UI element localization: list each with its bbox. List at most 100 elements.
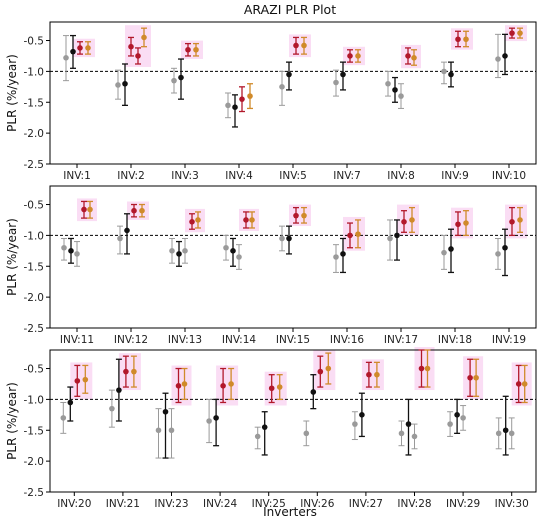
data-point bbox=[301, 42, 307, 49]
data-point bbox=[175, 383, 182, 389]
axes-frame bbox=[49, 349, 537, 493]
data-point bbox=[181, 381, 188, 387]
highlight-band bbox=[343, 46, 365, 66]
data-point bbox=[303, 430, 310, 437]
y-tick-label: -2.0 bbox=[24, 292, 45, 304]
data-point bbox=[182, 248, 188, 254]
data-point bbox=[392, 87, 398, 93]
data-point bbox=[387, 235, 393, 242]
data-point bbox=[394, 232, 400, 239]
data-point bbox=[268, 385, 275, 392]
y-axis-title: PLR (%/year) bbox=[5, 382, 19, 460]
data-point bbox=[68, 248, 74, 254]
data-point bbox=[424, 365, 431, 372]
x-tick-label: INV:17 bbox=[384, 334, 418, 346]
data-point bbox=[333, 254, 339, 260]
data-point bbox=[355, 231, 361, 237]
y-tick-label: -1.5 bbox=[24, 261, 45, 273]
data-point bbox=[82, 376, 89, 383]
data-point bbox=[213, 415, 219, 421]
highlight-band bbox=[463, 356, 484, 400]
data-point bbox=[508, 430, 515, 437]
data-point bbox=[124, 227, 130, 234]
data-point bbox=[60, 415, 67, 421]
data-point bbox=[441, 249, 447, 256]
data-point bbox=[293, 212, 299, 219]
data-point bbox=[117, 235, 123, 242]
data-point bbox=[463, 36, 469, 43]
highlight-band bbox=[343, 216, 365, 251]
data-point bbox=[515, 381, 522, 387]
data-point bbox=[405, 53, 411, 59]
x-tick-label: INV:28 bbox=[397, 498, 431, 510]
y-tick-label: -1.5 bbox=[24, 97, 45, 109]
data-point bbox=[162, 408, 169, 415]
data-point bbox=[189, 219, 195, 225]
data-point bbox=[178, 74, 184, 81]
data-point bbox=[115, 82, 121, 88]
data-point bbox=[139, 207, 145, 214]
highlight-band bbox=[511, 362, 532, 406]
x-tick-label: INV:27 bbox=[349, 498, 383, 510]
highlight-band bbox=[239, 208, 259, 231]
data-point bbox=[441, 68, 447, 75]
data-point bbox=[460, 415, 466, 421]
data-point bbox=[220, 383, 226, 389]
panel-1: -2.5 -2.0 -1.5 -1.0 -0.5 PLR (%/year) INV:1 INV… bbox=[5, 21, 537, 182]
data-point bbox=[374, 371, 380, 378]
data-point bbox=[495, 56, 501, 62]
data-point bbox=[447, 421, 453, 427]
y-tick-label: -2.5 bbox=[24, 323, 45, 335]
data-point bbox=[261, 424, 268, 430]
highlight-band bbox=[505, 204, 527, 239]
y-tick-label: -0.5 bbox=[24, 364, 45, 376]
x-tick-label: INV:14 bbox=[222, 334, 256, 346]
highlight-band bbox=[70, 362, 93, 400]
data-point bbox=[116, 387, 122, 393]
data-point bbox=[155, 427, 162, 434]
data-point bbox=[448, 71, 454, 78]
x-tick-label: INV:30 bbox=[495, 498, 529, 510]
x-tick-label: INV:7 bbox=[333, 170, 361, 182]
data-point bbox=[74, 378, 81, 384]
data-point bbox=[123, 368, 129, 375]
y-tick-label: -1.0 bbox=[24, 394, 45, 406]
data-point bbox=[317, 368, 324, 375]
data-point bbox=[74, 251, 80, 257]
x-tick-label: INV:4 bbox=[225, 170, 253, 182]
data-point bbox=[87, 206, 93, 213]
data-point bbox=[418, 365, 425, 372]
panel-3: -2.5 -2.0 -1.5 -1.0 -0.5 PLR (%/year) INV:20 IN… bbox=[5, 347, 537, 510]
highlight-band bbox=[397, 204, 419, 236]
data-point bbox=[193, 46, 199, 53]
data-point bbox=[279, 235, 285, 242]
data-point bbox=[325, 365, 332, 372]
data-point bbox=[171, 77, 177, 84]
highlight-band bbox=[414, 347, 435, 391]
y-tick-label: -2.5 bbox=[24, 159, 45, 171]
x-tick-label: INV:24 bbox=[203, 498, 237, 510]
highlight-band bbox=[289, 34, 311, 58]
y-tick-label: -2.5 bbox=[24, 487, 45, 499]
x-tick-label: INV:13 bbox=[168, 334, 202, 346]
data-point bbox=[355, 53, 361, 59]
data-point bbox=[301, 212, 307, 219]
data-point bbox=[63, 55, 69, 61]
x-tick-label: INV:5 bbox=[279, 170, 307, 182]
data-point bbox=[293, 42, 299, 49]
data-point bbox=[81, 206, 87, 213]
x-tick-label: INV:19 bbox=[492, 334, 526, 346]
data-point bbox=[141, 34, 147, 41]
data-point bbox=[340, 251, 346, 257]
data-point bbox=[67, 399, 74, 406]
y-axis-title: PLR (%/year) bbox=[5, 54, 19, 132]
data-point bbox=[495, 251, 501, 257]
data-point bbox=[347, 53, 353, 59]
panel-2: -2.5 -2.0 -1.5 -1.0 -0.5 PLR (%/year) INV:11 IN… bbox=[5, 185, 537, 346]
highlight-band bbox=[181, 40, 203, 59]
data-point bbox=[385, 80, 391, 87]
highlight-band bbox=[264, 371, 287, 406]
y-tick-label: -1.0 bbox=[24, 230, 45, 242]
data-point bbox=[169, 248, 175, 254]
data-point bbox=[128, 43, 134, 50]
